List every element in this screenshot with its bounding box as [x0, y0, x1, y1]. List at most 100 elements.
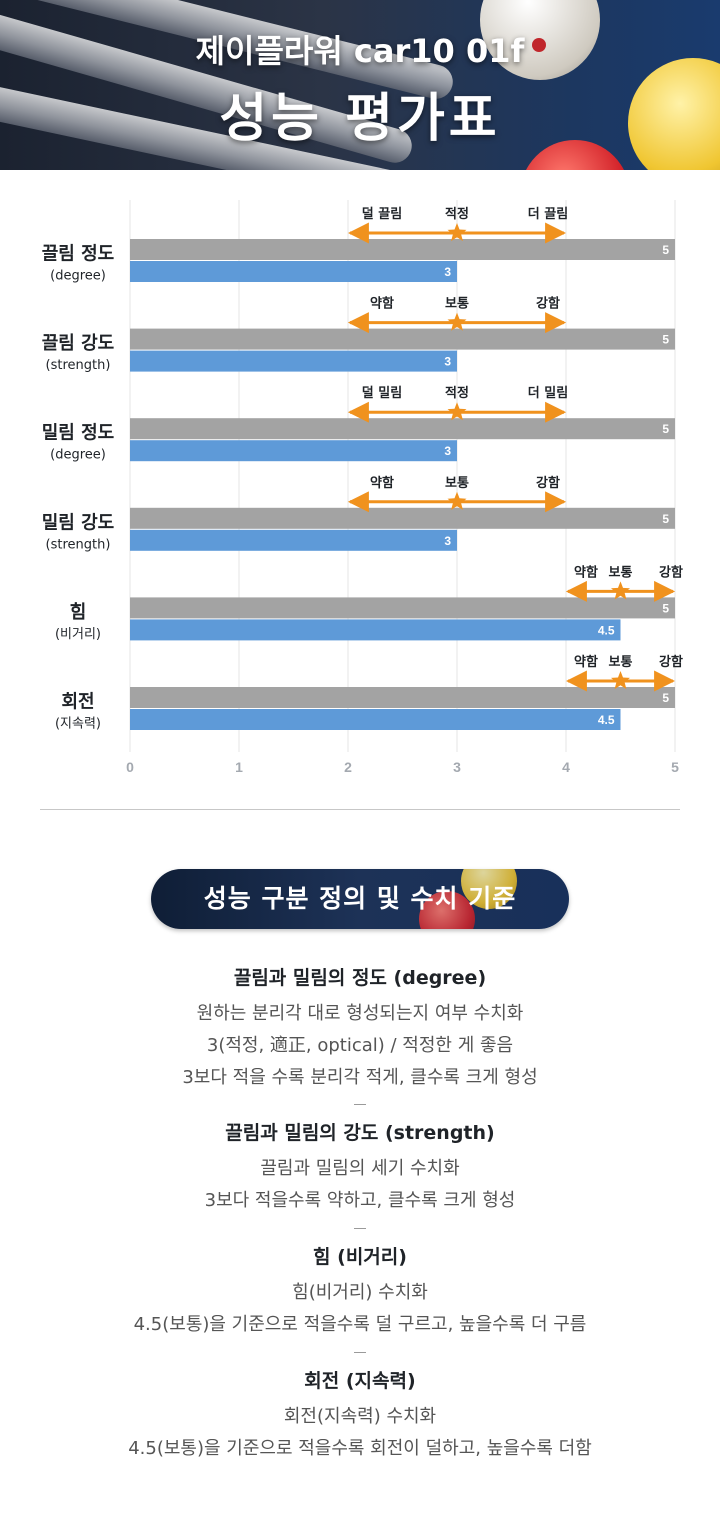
scale-label: 더 끌림	[528, 206, 568, 222]
scale-label: 적정	[445, 206, 469, 222]
scale-label: 약함	[370, 296, 394, 312]
white-ball-dot	[532, 38, 546, 52]
max-bar-label: 5	[662, 243, 669, 257]
definition-spin: 회전 (지속력) 회전(지속력) 수치화 4.5(보통)을 기준으로 적을수록 …	[0, 1369, 720, 1465]
row-sublabel: (degree)	[50, 448, 106, 463]
scale-label: 보통	[609, 565, 633, 580]
star-icon	[447, 491, 467, 510]
max-bar	[130, 507, 675, 529]
scale-label: 더 밀림	[528, 385, 568, 401]
definition-separator	[354, 1104, 366, 1105]
max-bar-label: 5	[662, 512, 669, 526]
definition-line: 힘(비거리) 수치화	[292, 1282, 428, 1303]
definition-heading-pill: 성능 구분 정의 및 수치 기준	[151, 869, 569, 929]
value-bar-label: 4.5	[598, 713, 615, 727]
max-bar	[130, 239, 675, 260]
star-icon	[611, 671, 630, 690]
definition-line: 3보다 적을 수록 분리각 적게, 클수록 크게 형성	[182, 1067, 538, 1088]
scale-label: 약함	[574, 654, 598, 670]
chart-bars: 5 3 5 3 5 3 5 3 5 4.5 5 4.5	[130, 239, 675, 730]
value-bar	[130, 261, 457, 282]
star-icon	[611, 581, 630, 600]
row-label: 밀림 정도	[42, 423, 115, 444]
max-bar-label: 5	[662, 333, 669, 347]
chart-x-ticks: 0 1 2 3 4 5	[126, 759, 679, 775]
definition-line: 4.5(보통)을 기준으로 적을수록 덜 구르고, 높을수록 더 구름	[133, 1314, 587, 1335]
max-bar	[130, 328, 675, 350]
value-bar-label: 3	[444, 355, 451, 369]
star-icon	[447, 312, 467, 331]
definition-power: 힘 (비거리) 힘(비거리) 수치화 4.5(보통)을 기준으로 적을수록 덜 …	[0, 1245, 720, 1341]
definition-strength: 끌림과 밀림의 강도 (strength) 끌림과 밀림의 세기 수치화 3보다…	[0, 1121, 720, 1217]
max-bar-label: 5	[662, 422, 669, 436]
definition-title: 끌림과 밀림의 정도 (degree)	[233, 967, 487, 989]
definition-title: 끌림과 밀림의 강도 (strength)	[225, 1122, 495, 1144]
definition-line: 원하는 분리각 대로 형성되는지 여부 수치화	[196, 1003, 524, 1024]
row-label: 힘	[70, 602, 87, 623]
row-label: 회전	[61, 692, 94, 713]
max-bar	[130, 597, 675, 619]
max-bar	[130, 687, 675, 708]
row-label: 밀림 강도	[42, 512, 115, 533]
scale-label: 강함	[659, 564, 683, 580]
value-bar	[130, 529, 457, 551]
row-sublabel: (strength)	[46, 537, 111, 552]
x-tick-label: 1	[235, 759, 243, 775]
value-bar	[130, 619, 621, 641]
row-sublabel: (지속력)	[55, 717, 101, 732]
max-bar-label: 5	[662, 601, 669, 615]
scale-label: 덜 밀림	[362, 385, 402, 401]
x-tick-label: 0	[126, 759, 134, 775]
star-icon	[447, 402, 467, 421]
definition-separator	[354, 1228, 366, 1229]
definition-line: 3보다 적을수록 약하고, 클수록 크게 형성	[204, 1190, 516, 1211]
value-bar	[130, 440, 457, 462]
definition-title: 회전 (지속력)	[304, 1370, 416, 1392]
header-banner: 제이플라워 car10 01f 성능 평가표	[0, 0, 720, 170]
chart-row-labels: 끌림 정도 (degree) 끌림 강도 (strength) 밀림 정도 (degree…	[42, 244, 115, 732]
scale-label: 약함	[574, 564, 598, 580]
value-bar-label: 3	[444, 534, 451, 548]
row-label: 끌림 강도	[42, 333, 115, 354]
value-bar	[130, 350, 457, 372]
scale-label: 약함	[370, 475, 394, 491]
definition-line: 회전(지속력) 수치화	[283, 1406, 437, 1427]
definition-title: 힘 (비거리)	[313, 1246, 407, 1268]
scale-label: 보통	[445, 297, 469, 312]
pill-ball-graphic	[419, 891, 475, 929]
definition-heading: 성능 구분 정의 및 수치 기준	[203, 884, 517, 913]
value-bar-label: 4.5	[598, 623, 615, 637]
scale-label: 적정	[445, 385, 469, 401]
definition-line: 4.5(보통)을 기준으로 적을수록 회전이 덜하고, 높을수록 더함	[128, 1438, 592, 1459]
x-tick-label: 5	[671, 759, 679, 775]
banner-subtitle: 제이플라워 car10 01f	[195, 32, 525, 70]
max-bar-label: 5	[662, 691, 669, 705]
definition-degree: 끌림과 밀림의 정도 (degree) 원하는 분리각 대로 형성되는지 여부 …	[0, 966, 720, 1094]
value-bar-label: 3	[444, 265, 451, 279]
x-tick-label: 3	[453, 759, 461, 775]
scale-label: 강함	[536, 296, 560, 312]
value-bar-label: 3	[444, 444, 451, 458]
scale-label: 강함	[536, 475, 560, 491]
definition-line: 3(적정, 適正, optical) / 적정한 게 좋음	[206, 1035, 514, 1056]
scale-label: 보통	[445, 476, 469, 491]
max-bar	[130, 418, 675, 440]
row-sublabel: (strength)	[46, 358, 111, 373]
star-icon	[447, 223, 467, 242]
row-sublabel: (비거리)	[55, 627, 101, 642]
definition-separator	[354, 1352, 366, 1353]
value-bar	[130, 709, 621, 730]
scale-label: 강함	[659, 654, 683, 670]
chart-grid	[129, 200, 676, 752]
x-tick-label: 2	[344, 759, 352, 775]
row-label: 끌림 정도	[42, 244, 115, 265]
banner-title: 성능 평가표	[219, 89, 501, 149]
section-divider	[40, 809, 680, 810]
definition-line: 끌림과 밀림의 세기 수치화	[260, 1158, 460, 1179]
row-sublabel: (degree)	[50, 269, 106, 284]
scale-label: 보통	[609, 655, 633, 670]
scale-label: 덜 끌림	[362, 206, 402, 222]
x-tick-label: 4	[562, 759, 570, 775]
